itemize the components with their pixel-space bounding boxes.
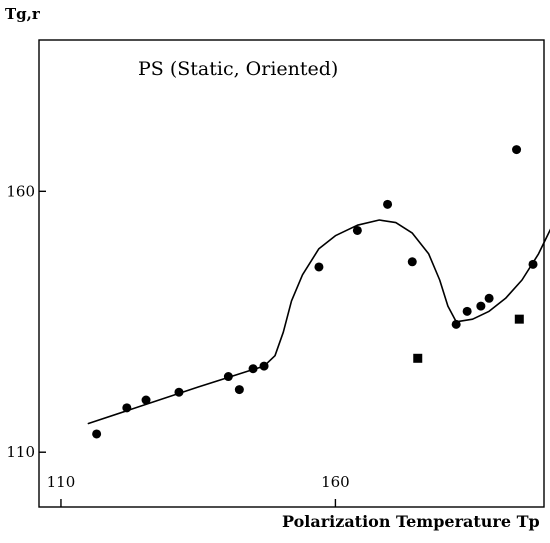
- y-tick-label: 110: [6, 443, 35, 461]
- data-point-circle: [259, 361, 269, 371]
- data-point-circle: [451, 319, 461, 329]
- x-tick-label: 110: [47, 473, 76, 491]
- data-point-circle: [484, 293, 494, 303]
- data-point-circle: [462, 306, 472, 316]
- data-point-circle: [314, 262, 324, 272]
- ticks-layer: 110 160 110 160: [6, 182, 350, 507]
- data-point-circle: [383, 199, 393, 209]
- data-point-circle: [234, 385, 244, 395]
- data-point-circle: [122, 403, 132, 413]
- data-point-circle: [512, 145, 522, 155]
- data-point-circle: [352, 225, 362, 235]
- y-axis-label: Tg,r: [5, 5, 41, 23]
- plot-frame: [38, 39, 545, 508]
- data-point-circle: [407, 257, 417, 267]
- x-axis-label: Polarization Temperature Tp: [282, 512, 540, 531]
- data-point-square: [413, 353, 423, 363]
- data-point-circle: [528, 259, 538, 269]
- data-point-circle: [476, 301, 486, 311]
- chart-title: PS (Static, Oriented): [138, 58, 338, 80]
- data-point-circle: [223, 372, 233, 382]
- data-point-circle: [248, 364, 258, 374]
- data-point-square: [514, 314, 524, 324]
- data-points-layer: [92, 145, 538, 439]
- data-point-circle: [174, 387, 184, 397]
- data-point-circle: [141, 395, 151, 405]
- data-point-circle: [92, 429, 102, 439]
- y-tick-label: 160: [6, 182, 35, 200]
- x-tick-label: 160: [321, 473, 350, 491]
